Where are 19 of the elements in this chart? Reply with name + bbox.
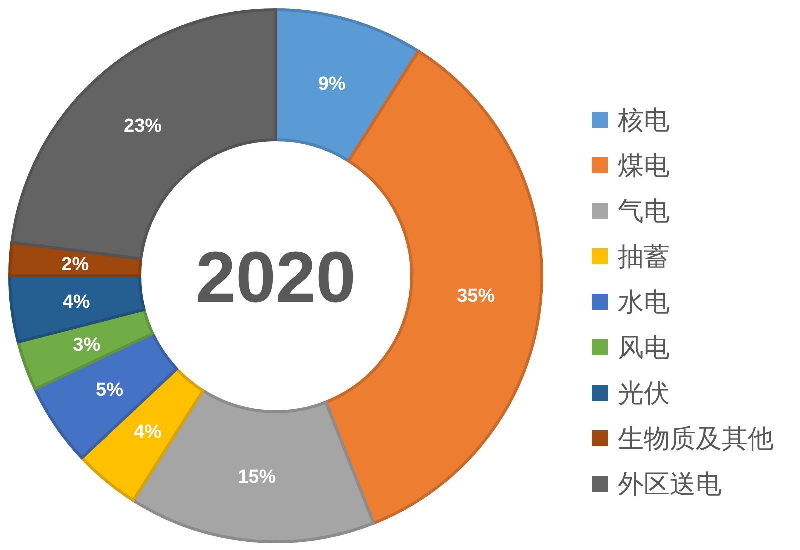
legend-label: 核电 [617,105,670,135]
data-label: 4% [62,292,90,314]
data-label: 23% [124,116,162,138]
data-label: 9% [318,74,346,95]
data-label: 5% [96,380,124,401]
legend-label: 抽蓄 [618,242,670,272]
text: 2020 [196,238,356,318]
data-label: 2% [62,254,90,276]
data-label: 35% [457,286,496,307]
data-label: 4% [134,422,162,443]
legend-label: 光伏 [618,378,670,408]
data-label: 3% [73,335,101,356]
legend-label: 风电 [618,332,670,362]
legend-label: 气电 [618,196,670,226]
legend-label: 水电 [618,287,670,317]
data-label: 15% [238,467,276,488]
legend-label: 外区送电 [618,469,722,499]
legend-label: 生物质及其他 [618,424,774,454]
legend-label: 煤电 [618,150,670,180]
